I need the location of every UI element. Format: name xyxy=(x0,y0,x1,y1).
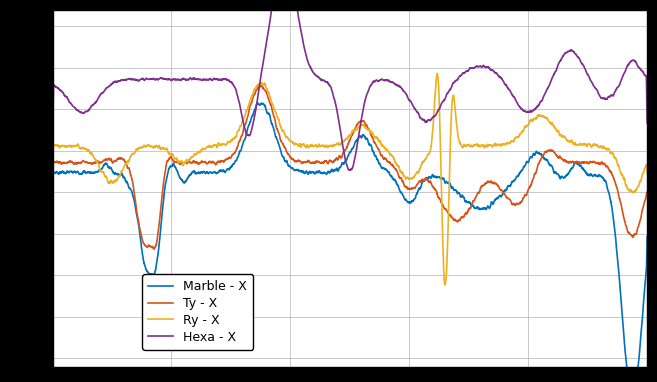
Legend: Marble - X, Ty - X, Ry - X, Hexa - X: Marble - X, Ty - X, Ry - X, Hexa - X xyxy=(142,274,254,350)
Hexa - X xyxy=(49,136,57,141)
Hexa - X xyxy=(345,168,353,172)
Ry - X xyxy=(632,188,640,193)
Ty - X xyxy=(568,160,576,165)
Ry - X xyxy=(441,283,449,287)
Ty - X xyxy=(632,232,640,236)
Hexa - X xyxy=(643,121,651,125)
Ry - X xyxy=(49,168,57,172)
Ty - X xyxy=(150,246,158,251)
Line: Marble - X: Marble - X xyxy=(53,103,647,382)
Line: Hexa - X: Hexa - X xyxy=(53,0,647,170)
Ty - X xyxy=(116,156,124,160)
Line: Ty - X: Ty - X xyxy=(53,86,647,249)
Marble - X xyxy=(568,166,576,171)
Ty - X xyxy=(49,175,57,180)
Hexa - X xyxy=(152,77,160,82)
Marble - X xyxy=(303,170,311,174)
Marble - X xyxy=(116,173,124,178)
Ry - X xyxy=(643,171,651,175)
Ry - X xyxy=(116,172,124,176)
Hexa - X xyxy=(632,60,640,65)
Ty - X xyxy=(152,243,160,248)
Ry - X xyxy=(568,138,576,143)
Marble - X xyxy=(643,234,651,239)
Marble - X xyxy=(49,180,57,184)
Ty - X xyxy=(257,83,265,88)
Marble - X xyxy=(152,267,160,272)
Hexa - X xyxy=(303,55,311,59)
Ry - X xyxy=(277,124,284,128)
Ty - X xyxy=(643,189,651,194)
Ry - X xyxy=(302,145,310,149)
Ty - X xyxy=(303,160,311,165)
Hexa - X xyxy=(568,48,576,53)
Marble - X xyxy=(277,148,284,153)
Marble - X xyxy=(254,100,261,105)
Ty - X xyxy=(277,139,285,144)
Hexa - X xyxy=(116,78,124,83)
Ry - X xyxy=(152,144,160,148)
Line: Ry - X: Ry - X xyxy=(53,73,647,285)
Ry - X xyxy=(433,71,441,76)
